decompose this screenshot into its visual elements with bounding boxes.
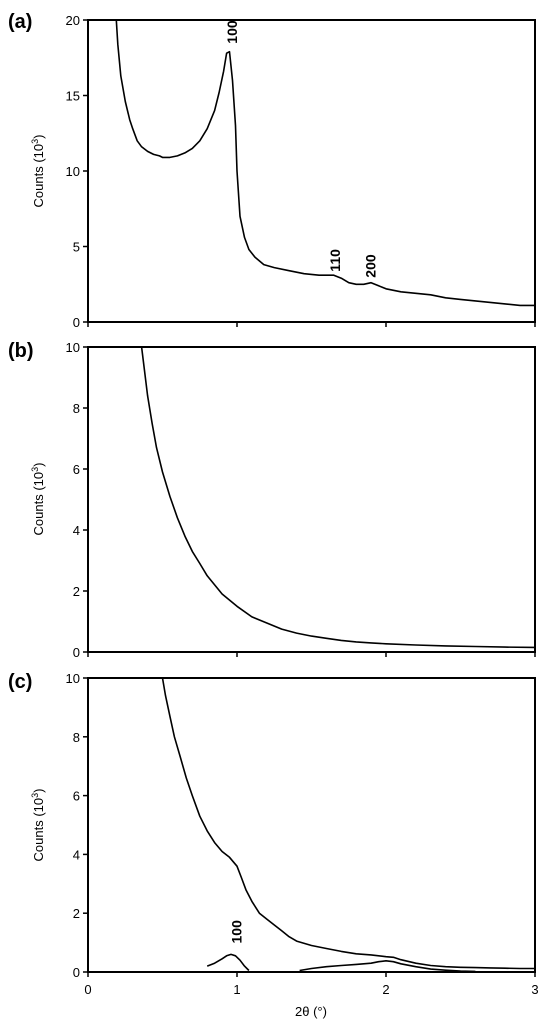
panel-a-peak-label: 110 xyxy=(327,249,343,272)
panel-c-ytick-label: 0 xyxy=(73,965,80,980)
panel-b-ytick-label: 0 xyxy=(73,645,80,660)
x-tick-label: 2 xyxy=(382,982,389,997)
panel-c-ylabel: Counts (103) xyxy=(30,789,46,862)
panel-a-ytick-label: 10 xyxy=(66,164,80,179)
panel-b-ytick-label: 4 xyxy=(73,523,80,538)
x-axis-label: 2θ (°) xyxy=(295,1004,327,1019)
panel-c-ytick-label: 6 xyxy=(73,789,80,804)
panel-b-ytick-label: 10 xyxy=(66,340,80,355)
panel-a-frame xyxy=(87,19,536,323)
panel-c-ytick-label: 4 xyxy=(73,847,80,862)
panel-a-series-1 xyxy=(115,19,535,307)
panel-c-ytick-label: 10 xyxy=(66,671,80,686)
panel-a-ytick-label: 5 xyxy=(73,240,80,255)
panel-b-ytick-label: 2 xyxy=(73,584,80,599)
panel-a: (a) Counts (103) 0 5 10 15 20 100 110 200 xyxy=(8,11,536,330)
panel-b-series-1 xyxy=(140,346,536,649)
panel-c-series-2 xyxy=(206,953,250,972)
panel-b: (b) Counts (103) 0 2 4 6 8 10 xyxy=(8,340,536,660)
panel-a-ytick-label: 15 xyxy=(66,89,80,104)
panel-c-series-3 xyxy=(299,959,476,973)
x-tick-label: 1 xyxy=(233,982,240,997)
x-tick-label: 0 xyxy=(84,982,91,997)
panel-b-frame xyxy=(87,346,536,653)
panel-c-peak-label: 100 xyxy=(229,920,245,944)
panel-a-peak-label: 100 xyxy=(224,20,240,44)
panel-c-ytick-label: 2 xyxy=(73,906,80,921)
panel-a-label: (a) xyxy=(8,11,32,33)
panel-a-ylabel: Counts (103) xyxy=(30,135,46,208)
panel-b-ytick-label: 8 xyxy=(73,401,80,416)
panel-a-ytick-label: 20 xyxy=(66,13,80,28)
panel-c-ytick-label: 8 xyxy=(73,730,80,745)
panel-b-ylabel: Counts (103) xyxy=(30,463,46,536)
panel-a-peak-label: 200 xyxy=(363,254,379,278)
panel-c-frame xyxy=(87,677,536,973)
panel-c-series-1 xyxy=(161,677,535,970)
x-tick-label: 3 xyxy=(531,982,538,997)
panel-a-ytick-label: 0 xyxy=(73,315,80,330)
panel-b-label: (b) xyxy=(8,340,34,362)
panel-b-ytick-label: 6 xyxy=(73,462,80,477)
panel-c-label: (c) xyxy=(8,671,32,693)
